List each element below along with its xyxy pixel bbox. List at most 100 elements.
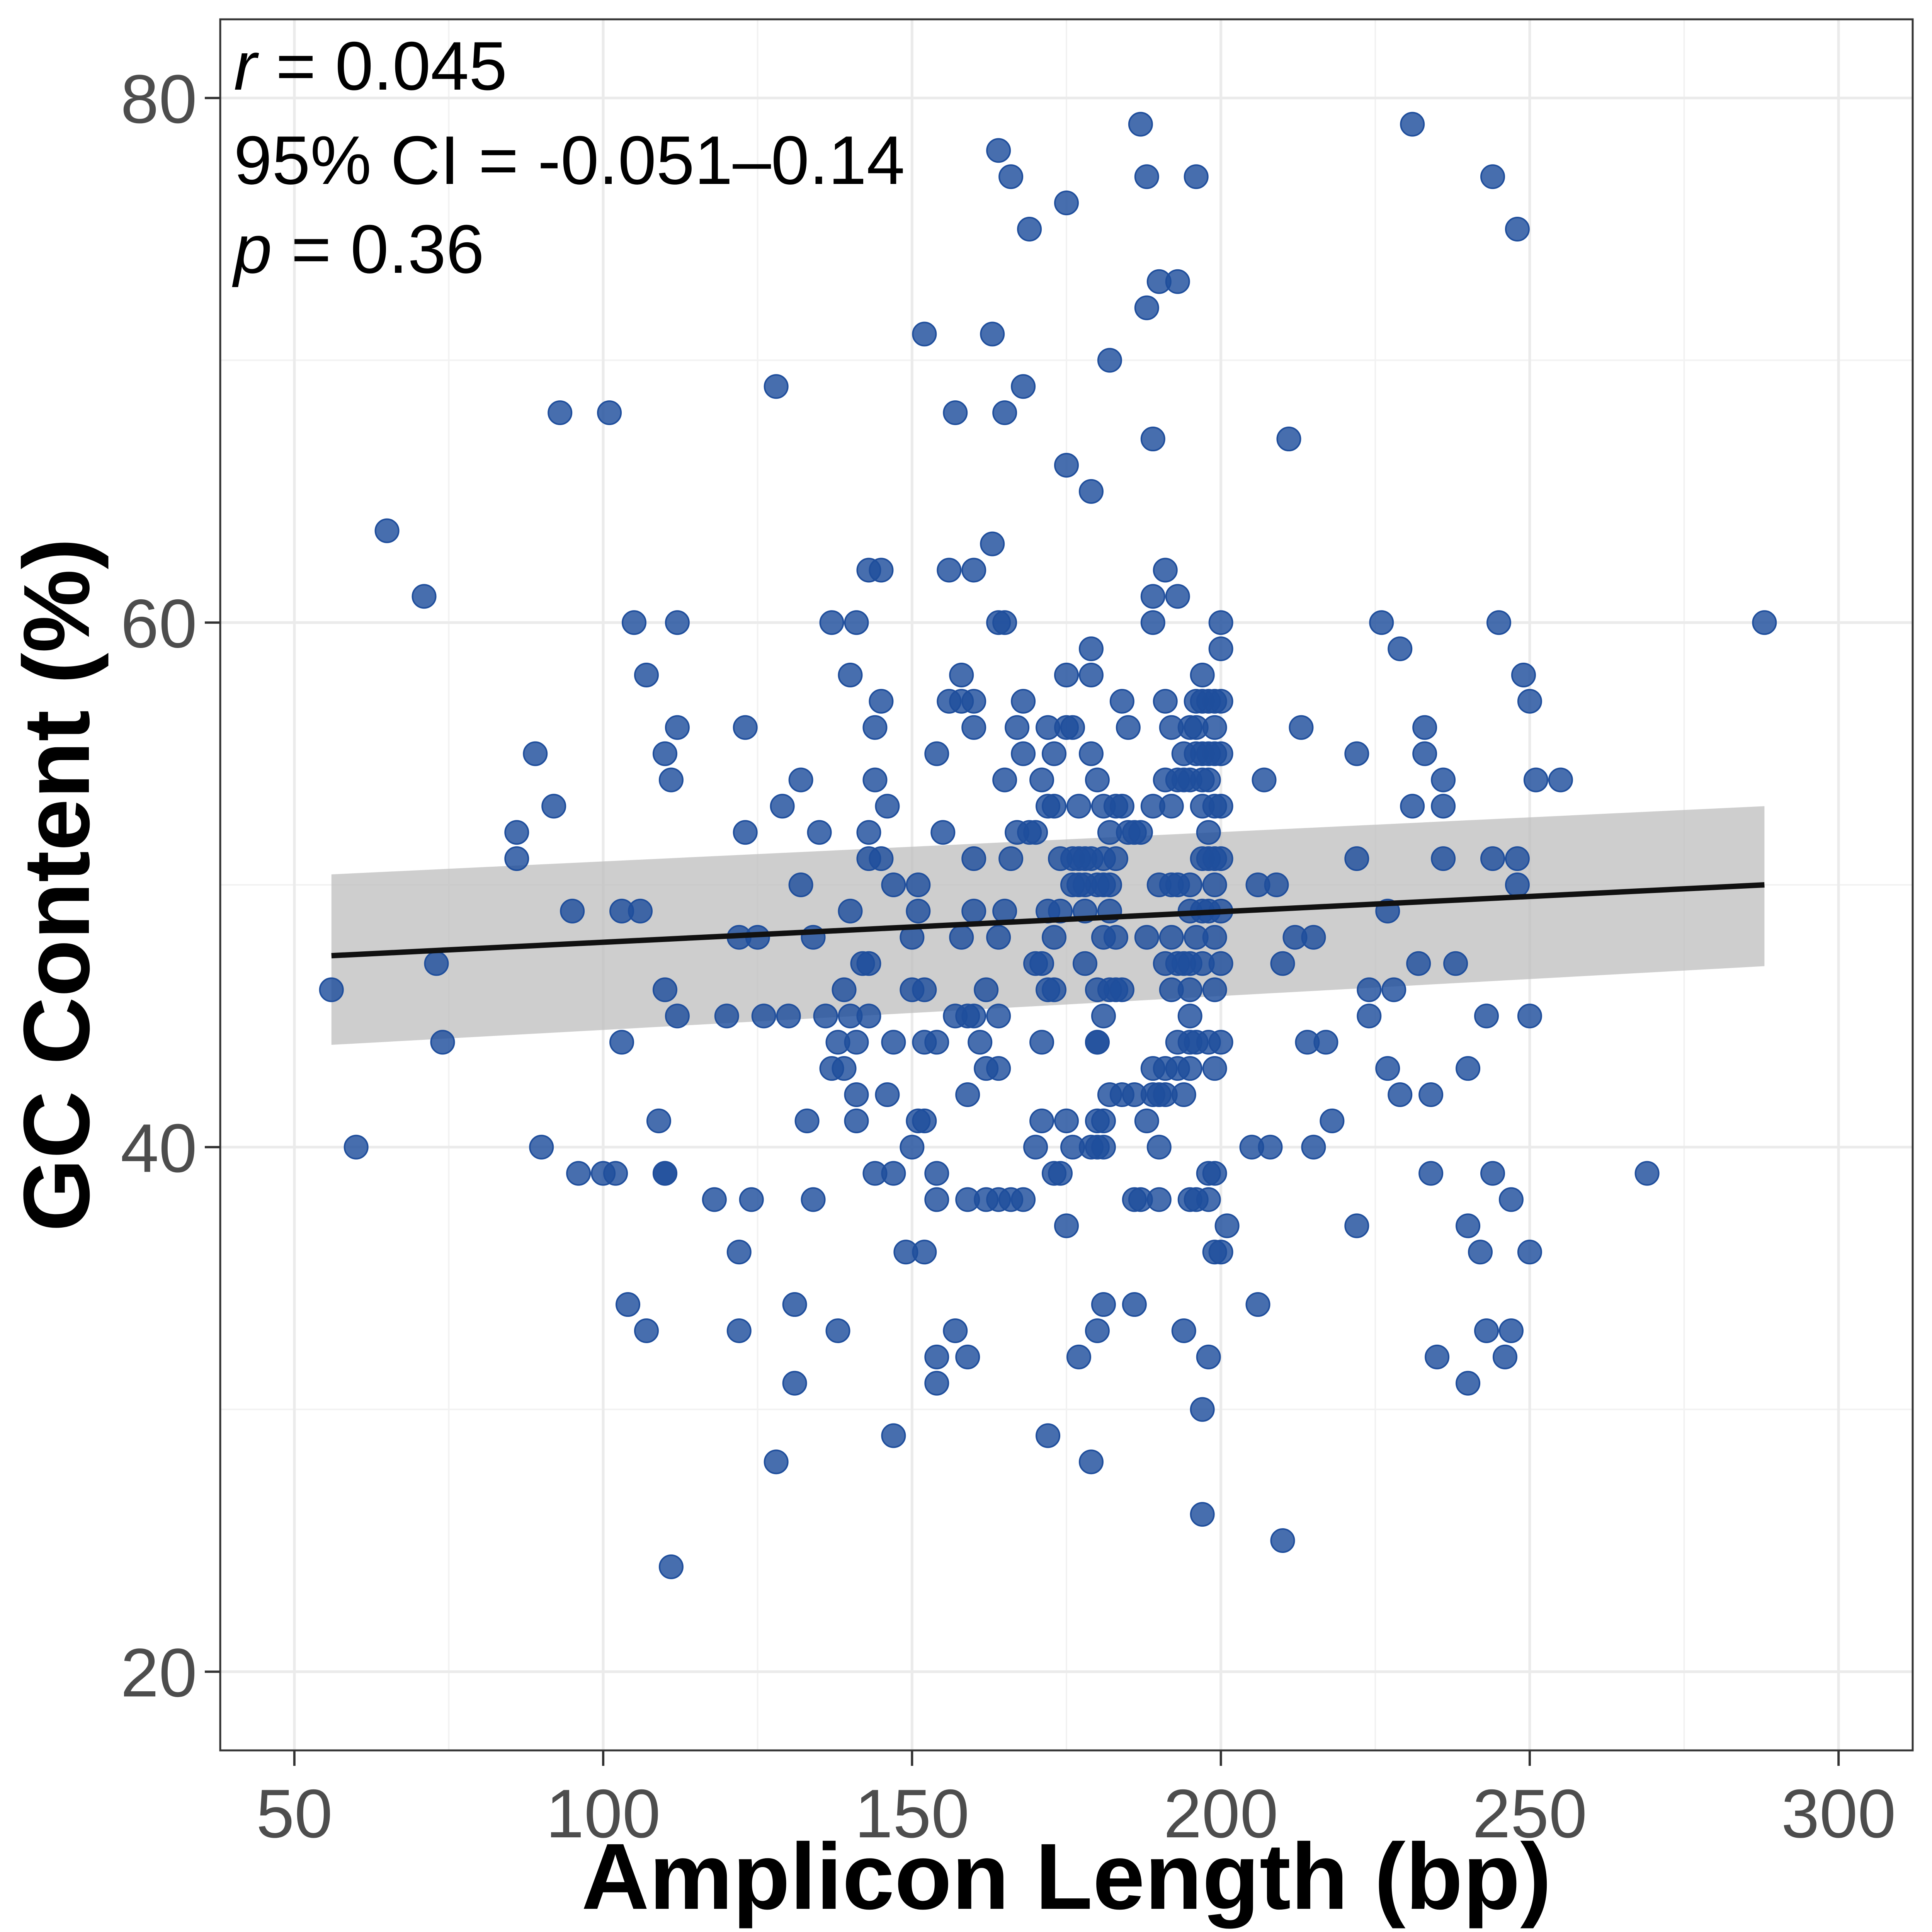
data-point <box>869 689 894 714</box>
data-point <box>1301 925 1326 950</box>
data-point <box>1165 584 1190 609</box>
data-point <box>1344 846 1369 871</box>
data-point <box>1078 1449 1104 1475</box>
data-point <box>832 977 857 1002</box>
annotation-p: p = 0.36 <box>232 211 484 287</box>
data-point <box>961 846 986 871</box>
data-point <box>739 1187 764 1212</box>
data-point <box>1011 741 1036 766</box>
data-point <box>1171 1082 1196 1107</box>
data-point <box>924 1371 949 1396</box>
data-point <box>652 741 677 766</box>
data-point <box>714 1003 739 1029</box>
data-point <box>319 977 344 1002</box>
data-point <box>764 1449 789 1475</box>
data-point <box>986 1003 1011 1029</box>
data-point <box>1400 794 1425 819</box>
data-point <box>628 898 653 923</box>
data-point <box>838 898 863 923</box>
data-point <box>1301 1134 1326 1160</box>
data-point <box>924 741 949 766</box>
data-point <box>1425 1344 1450 1369</box>
data-point <box>1400 112 1425 137</box>
data-point <box>1029 767 1054 793</box>
data-point <box>1184 164 1209 189</box>
data-point <box>1072 951 1097 976</box>
data-point <box>1177 1056 1202 1081</box>
data-point <box>1208 636 1233 662</box>
tick-labels: 50 100 150 200 250 300 20 40 60 80 <box>121 61 1896 1852</box>
data-point <box>1456 1056 1481 1081</box>
data-point <box>1128 112 1153 137</box>
data-point <box>1005 715 1030 740</box>
data-point <box>1344 741 1369 766</box>
data-point <box>652 1161 677 1186</box>
data-point <box>1498 1187 1524 1212</box>
data-point <box>906 872 931 897</box>
y-axis-title: GC Content (%) <box>4 538 109 1231</box>
data-point <box>1208 1030 1233 1055</box>
data-point <box>1159 794 1184 819</box>
data-point <box>1196 1344 1221 1369</box>
data-point <box>825 1318 850 1343</box>
data-point <box>869 558 894 583</box>
y-tick-label: 80 <box>121 61 197 138</box>
data-point <box>1042 925 1067 950</box>
data-point <box>1357 977 1382 1002</box>
data-point <box>1388 1082 1413 1107</box>
data-point <box>980 531 1005 556</box>
data-point <box>1344 1213 1369 1238</box>
data-point <box>1085 1318 1110 1343</box>
data-point <box>1134 1108 1159 1133</box>
data-point <box>1208 1240 1233 1265</box>
data-point <box>652 977 677 1002</box>
data-point <box>1480 164 1505 189</box>
data-point <box>1103 846 1128 871</box>
x-tick-label: 250 <box>1472 1775 1587 1852</box>
data-point <box>881 1423 906 1448</box>
data-point <box>726 1240 752 1265</box>
trend-line <box>331 882 1765 959</box>
data-point <box>1208 951 1233 976</box>
data-point <box>986 138 1011 163</box>
data-point <box>1196 1187 1221 1212</box>
data-point <box>560 898 585 923</box>
data-point <box>1042 794 1067 819</box>
data-point <box>955 1082 980 1107</box>
data-point <box>1140 427 1165 452</box>
data-point <box>1258 1134 1283 1160</box>
data-point <box>1190 1397 1215 1422</box>
data-point <box>1202 715 1227 740</box>
data-point <box>523 741 548 766</box>
data-point <box>949 662 974 687</box>
data-point <box>992 610 1017 635</box>
data-point <box>1159 925 1184 950</box>
data-point <box>1078 479 1104 504</box>
data-point <box>1264 872 1289 897</box>
data-point <box>1042 741 1067 766</box>
data-point <box>912 977 937 1002</box>
data-point <box>1103 925 1128 950</box>
axis-ticks <box>205 97 1840 1766</box>
data-point <box>844 1082 869 1107</box>
data-point <box>1042 977 1067 1002</box>
data-point <box>924 1344 949 1369</box>
data-point <box>1289 715 1314 740</box>
data-point <box>881 1161 906 1186</box>
data-point <box>955 1344 980 1369</box>
data-point <box>1406 951 1431 976</box>
data-point <box>1492 1344 1517 1369</box>
data-point <box>968 1030 993 1055</box>
data-point <box>1078 636 1104 662</box>
data-point <box>1752 610 1777 635</box>
data-point <box>1208 794 1233 819</box>
data-point <box>980 321 1005 347</box>
data-point <box>1165 269 1190 294</box>
data-point <box>924 1187 949 1212</box>
data-point <box>1116 715 1141 740</box>
data-point <box>943 1318 968 1343</box>
data-point <box>1202 872 1227 897</box>
data-point <box>1128 820 1153 845</box>
data-point <box>1122 1292 1147 1317</box>
